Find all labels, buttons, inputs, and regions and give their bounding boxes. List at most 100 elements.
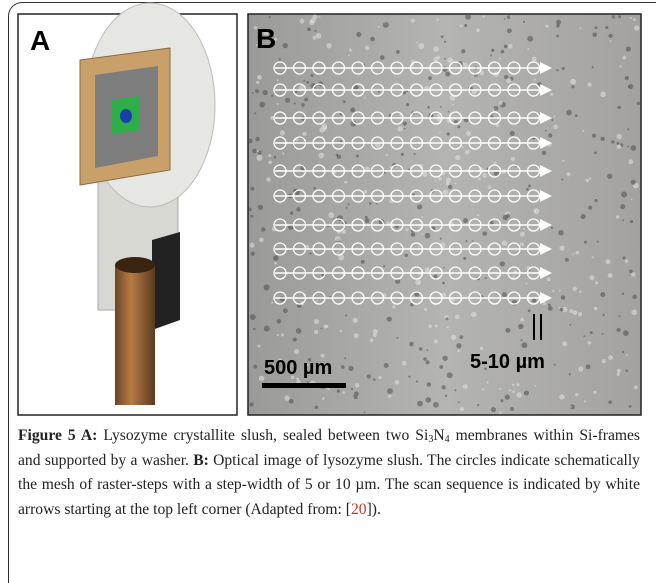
crystal	[592, 134, 596, 138]
crystal	[259, 237, 264, 242]
crystal	[454, 389, 456, 391]
crystal	[402, 361, 407, 366]
crystal	[416, 42, 418, 44]
crystal	[355, 383, 359, 387]
panel-label: A	[30, 25, 50, 56]
crystal	[370, 339, 374, 343]
crystal	[302, 132, 306, 136]
crystal	[258, 205, 263, 210]
crystal	[282, 152, 284, 154]
crystal	[378, 91, 380, 93]
crystal	[570, 79, 576, 85]
crystal	[600, 292, 605, 297]
crystal	[426, 397, 431, 402]
crystal	[594, 307, 597, 310]
crystal	[306, 81, 309, 84]
citation-link[interactable]: 20	[351, 501, 367, 518]
crystal	[440, 238, 442, 240]
crystal	[427, 106, 430, 109]
crystal	[622, 219, 624, 221]
crystal	[466, 131, 471, 136]
crystal	[274, 156, 277, 159]
crystal	[365, 218, 370, 223]
crystal	[552, 290, 554, 292]
crystal	[627, 146, 629, 148]
crystal	[435, 180, 437, 182]
crystal	[248, 208, 252, 212]
crystal	[561, 295, 566, 300]
crystal	[342, 391, 345, 394]
crystal	[569, 373, 571, 375]
crystal	[617, 373, 620, 376]
crystal	[404, 128, 406, 130]
crystal	[271, 302, 273, 304]
crystal	[592, 32, 597, 37]
crystal	[418, 43, 424, 49]
crystal	[600, 91, 606, 97]
crystal	[551, 227, 553, 229]
crystal	[392, 305, 396, 309]
crystal	[501, 50, 505, 54]
crystal	[528, 309, 531, 312]
crystal	[550, 93, 553, 96]
crystal	[340, 140, 342, 142]
crystal	[344, 357, 346, 359]
crystal	[578, 312, 582, 316]
crystal	[309, 252, 311, 254]
crystal	[337, 390, 340, 393]
crystal	[255, 137, 259, 141]
crystal	[592, 66, 594, 68]
crystal	[617, 134, 622, 139]
crystal	[442, 356, 447, 361]
crystal	[335, 236, 341, 242]
crystal	[524, 390, 529, 395]
caption: Figure 5 A: Lysozyme crystallite slush, …	[18, 424, 640, 522]
crystal	[594, 151, 597, 154]
crystal	[416, 380, 418, 382]
crystal	[507, 15, 511, 19]
crystal	[446, 182, 450, 186]
crystal	[500, 261, 505, 266]
crystal	[337, 154, 341, 158]
crystal	[314, 319, 319, 324]
crystal	[512, 384, 514, 386]
crystal	[364, 412, 366, 414]
crystal	[428, 324, 432, 328]
crystal	[482, 231, 487, 236]
crystal	[444, 58, 446, 60]
crystal	[532, 298, 536, 302]
crystal	[314, 330, 318, 334]
crystal	[595, 281, 598, 284]
crystal	[465, 240, 467, 242]
crystal	[463, 257, 466, 260]
crystal	[411, 19, 415, 23]
crystal	[622, 351, 624, 353]
crystal	[627, 128, 629, 130]
crystal	[323, 126, 327, 130]
crystal	[545, 24, 548, 27]
crystal	[442, 385, 446, 389]
crystal	[276, 79, 278, 81]
crystal	[396, 337, 398, 339]
crystal	[294, 349, 299, 354]
crystal	[378, 26, 380, 28]
crystal	[569, 324, 571, 326]
crystal	[629, 269, 633, 273]
crystal	[520, 242, 524, 246]
crystal	[337, 251, 339, 253]
crystal	[575, 251, 579, 255]
crystal	[612, 15, 615, 18]
crystal	[433, 402, 439, 408]
crystal	[482, 173, 487, 178]
crystal	[505, 395, 510, 400]
crystal	[580, 28, 582, 30]
crystal	[378, 376, 381, 379]
crystal	[425, 267, 430, 272]
crystal	[271, 95, 273, 97]
crystal	[296, 207, 300, 211]
crystal	[445, 395, 447, 397]
crystal	[254, 112, 256, 114]
crystal	[631, 309, 637, 315]
crystal	[594, 199, 597, 202]
crystal	[281, 333, 284, 336]
